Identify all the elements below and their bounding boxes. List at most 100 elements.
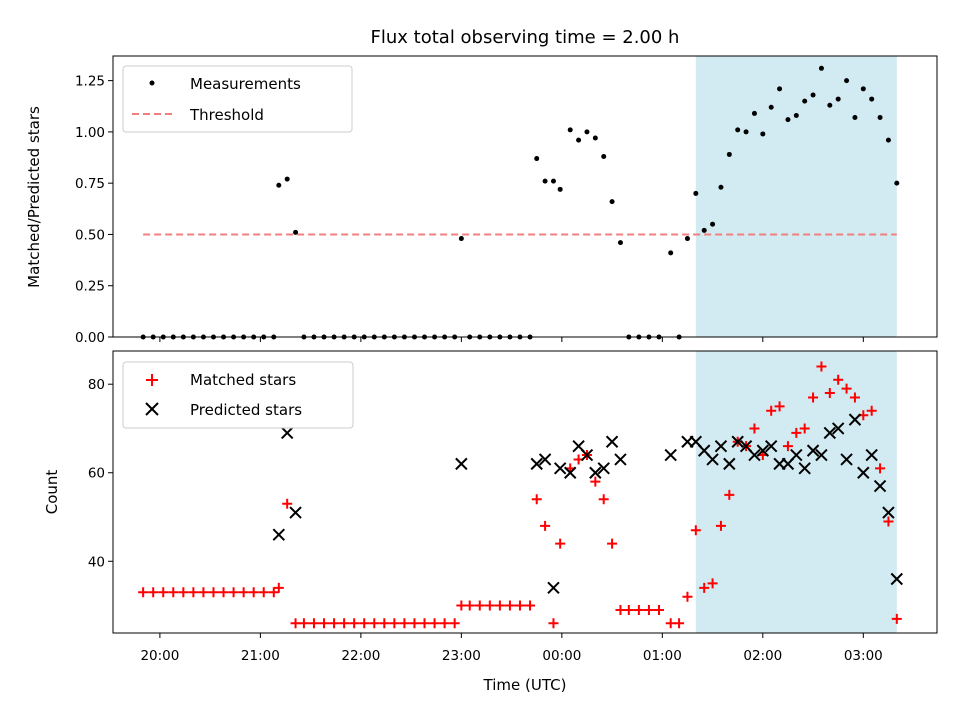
matched-star-point bbox=[282, 498, 293, 509]
predicted-star-point bbox=[547, 581, 560, 595]
matched-star-point bbox=[615, 604, 626, 615]
predicted-star-point bbox=[790, 448, 803, 462]
y-tick-label: 80 bbox=[88, 377, 105, 393]
matched-star-point bbox=[674, 618, 685, 629]
matched-star-point bbox=[389, 618, 400, 629]
measurement-point bbox=[835, 96, 841, 102]
measurement-point bbox=[894, 180, 900, 186]
measurement-point bbox=[693, 190, 699, 196]
matched-star-point bbox=[715, 520, 726, 531]
top-panel: 0.00 0.25 0.50 0.75 1.00 1.25 Matched/Predict… bbox=[25, 55, 938, 346]
measurement-point bbox=[802, 98, 808, 104]
matched-star-point bbox=[875, 463, 886, 474]
matched-star-point bbox=[409, 618, 420, 629]
matched-star-point bbox=[633, 604, 644, 615]
matched-star-point bbox=[514, 600, 525, 611]
matched-star-points bbox=[138, 361, 902, 629]
matched-star-point bbox=[439, 618, 450, 629]
matched-star-point bbox=[682, 591, 693, 602]
matched-star-point bbox=[598, 494, 609, 505]
measurement-point bbox=[284, 176, 290, 182]
measurement-point bbox=[852, 115, 858, 121]
matched-star-point bbox=[548, 618, 559, 629]
matched-star-point bbox=[623, 604, 634, 615]
measurement-point bbox=[810, 92, 816, 98]
matched-star-point bbox=[456, 600, 467, 611]
measurement-point bbox=[458, 236, 464, 242]
bottom-axes-frame bbox=[112, 350, 938, 634]
y-tick-label: 0.75 bbox=[75, 176, 105, 192]
highlight-span bbox=[695, 56, 897, 337]
matched-star-point bbox=[607, 538, 618, 549]
matched-star-point bbox=[766, 405, 777, 416]
predicted-star-point bbox=[831, 422, 845, 435]
matched-star-point bbox=[258, 587, 269, 598]
matched-star-point bbox=[808, 392, 819, 403]
matched-star-point bbox=[665, 618, 676, 629]
legend-x-icon bbox=[145, 402, 159, 416]
measurement-point bbox=[601, 154, 607, 160]
matched-star-point bbox=[643, 604, 654, 615]
y-tick-label: 0.25 bbox=[75, 279, 105, 295]
measurement-point bbox=[592, 135, 598, 141]
x-tick-label: 00:00 bbox=[542, 648, 581, 664]
matched-star-point bbox=[833, 374, 844, 385]
matched-star-point bbox=[841, 383, 852, 394]
matched-star-point bbox=[791, 427, 802, 438]
matched-star-point bbox=[504, 600, 515, 611]
matched-star-point bbox=[308, 618, 319, 629]
matched-star-point bbox=[464, 600, 475, 611]
legend-threshold-label: Threshold bbox=[189, 106, 264, 124]
matched-star-point bbox=[799, 423, 810, 434]
x-axis-label: Time (UTC) bbox=[483, 676, 567, 694]
matched-star-point bbox=[178, 587, 189, 598]
matched-star-point bbox=[188, 587, 199, 598]
matched-star-point bbox=[883, 516, 894, 527]
predicted-star-point bbox=[731, 435, 744, 448]
matched-star-point bbox=[148, 587, 159, 598]
matched-star-point bbox=[724, 489, 735, 500]
top-axes-frame bbox=[112, 55, 938, 338]
measurement-point bbox=[885, 137, 891, 143]
predicted-star-point bbox=[873, 479, 887, 493]
bottom-highlight-layer bbox=[695, 351, 897, 633]
top-legend-box bbox=[122, 65, 353, 133]
predicted-star-point bbox=[823, 426, 837, 440]
matched-star-point bbox=[891, 613, 902, 624]
matched-star-point bbox=[484, 600, 495, 611]
predicted-star-point bbox=[714, 439, 728, 453]
matched-star-point bbox=[329, 618, 340, 629]
matched-star-point bbox=[349, 618, 360, 629]
x-tick-label: 21:00 bbox=[241, 648, 280, 664]
matched-star-point bbox=[138, 587, 149, 598]
matched-star-point bbox=[849, 392, 860, 403]
measurement-point bbox=[293, 229, 299, 235]
y-tick-label: 1.00 bbox=[75, 125, 105, 141]
predicted-star-point bbox=[605, 435, 619, 448]
predicted-star-point bbox=[289, 506, 302, 519]
predicted-star-point bbox=[538, 453, 552, 466]
predicted-star-point bbox=[857, 466, 870, 479]
predicted-star-point bbox=[664, 448, 677, 462]
top-x-ticks bbox=[159, 337, 864, 342]
predicted-star-point bbox=[815, 448, 828, 462]
predicted-star-point bbox=[890, 572, 904, 586]
predicted-star-point bbox=[280, 426, 294, 440]
matched-star-point bbox=[290, 618, 301, 629]
bottom-legend: Matched stars Predicted stars bbox=[122, 361, 354, 429]
measurement-point bbox=[818, 65, 824, 71]
measurement-point bbox=[567, 127, 573, 133]
matched-star-point bbox=[866, 405, 877, 416]
predicted-star-point bbox=[840, 453, 853, 466]
matched-star-point bbox=[268, 587, 279, 598]
measurement-point bbox=[726, 151, 732, 157]
matched-star-point bbox=[238, 587, 249, 598]
predicted-star-point bbox=[806, 444, 820, 457]
predicted-star-point bbox=[580, 448, 594, 462]
x-tick-label: 01:00 bbox=[643, 648, 682, 664]
predicted-star-point bbox=[597, 462, 610, 475]
predicted-star-point bbox=[564, 466, 577, 479]
measurement-point bbox=[584, 129, 590, 135]
predicted-star-point bbox=[764, 439, 778, 453]
